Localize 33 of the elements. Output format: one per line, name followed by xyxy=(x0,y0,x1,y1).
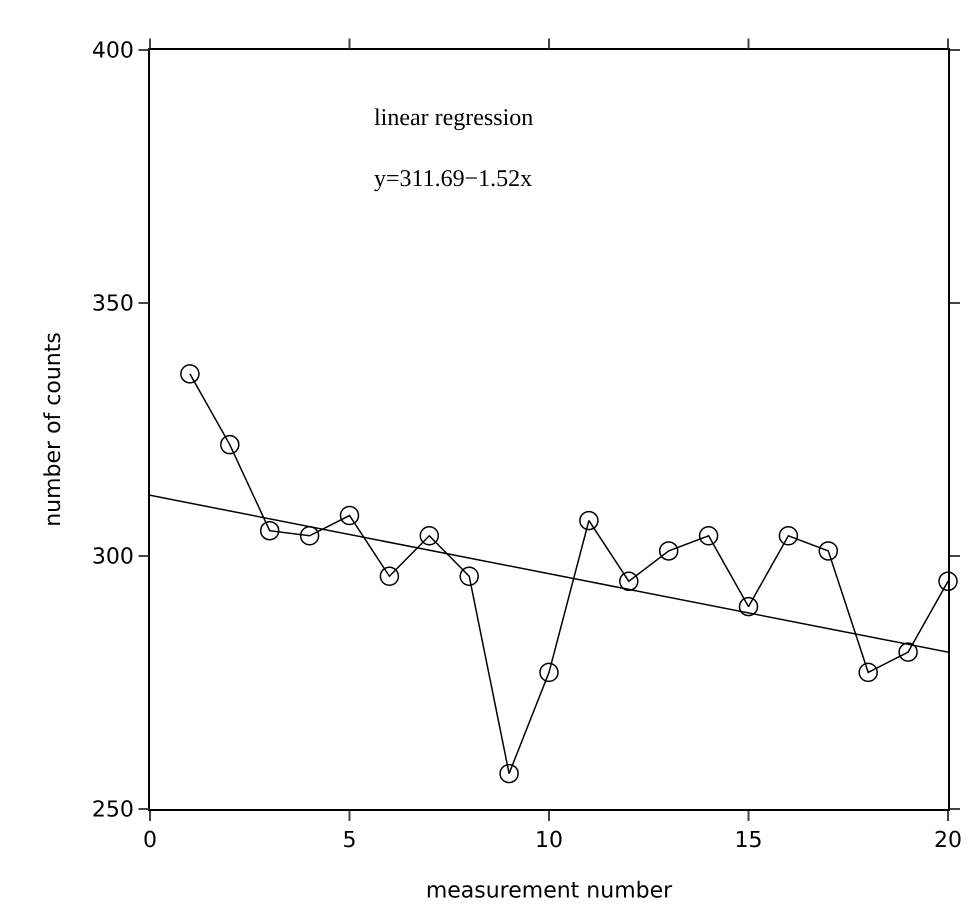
point xyxy=(738,596,758,616)
point xyxy=(818,541,838,561)
x-tick-label: 10 xyxy=(535,828,563,854)
x-tick-label: 20 xyxy=(934,828,962,854)
point xyxy=(220,434,240,454)
point xyxy=(539,662,559,682)
point xyxy=(698,526,718,546)
annotation: y=311.69−1.52x xyxy=(374,166,532,192)
x-axis-title: measurement number xyxy=(426,878,674,904)
x-tick-label: 5 xyxy=(342,828,356,854)
y-tick-label: 250 xyxy=(92,798,134,823)
point xyxy=(858,662,878,682)
y-tick-label: 300 xyxy=(92,544,134,570)
point xyxy=(579,510,599,530)
point xyxy=(260,520,280,540)
point xyxy=(898,642,918,662)
point xyxy=(658,541,678,561)
point xyxy=(380,566,400,586)
point xyxy=(420,526,440,546)
annotation: linear regression xyxy=(374,105,534,131)
point xyxy=(340,506,360,526)
point xyxy=(778,526,798,546)
point xyxy=(300,526,320,546)
point xyxy=(938,572,958,592)
point xyxy=(619,572,639,592)
x-tick-label: 15 xyxy=(734,828,762,854)
point xyxy=(459,566,479,586)
y-axis-title: number of counts xyxy=(41,332,66,527)
point xyxy=(180,364,200,384)
point xyxy=(499,764,519,784)
y-tick-label: 400 xyxy=(92,38,134,64)
y-tick-label: 350 xyxy=(92,292,134,317)
x-tick-label: 0 xyxy=(143,828,157,854)
